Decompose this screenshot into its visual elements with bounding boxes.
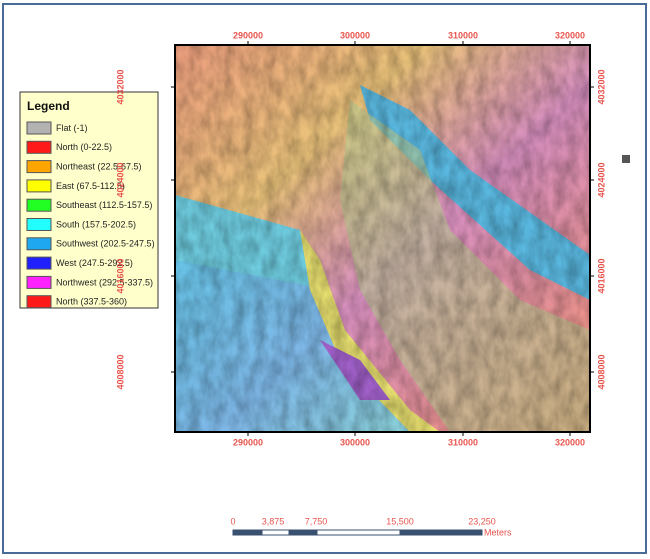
legend-label: Northwest (292.5-337.5) (56, 277, 153, 287)
x-label-top: 300000 (340, 30, 370, 40)
y-label-left: 4024000 (115, 162, 125, 197)
legend-label: Northeast (22.5-67.5) (56, 161, 142, 171)
x-label-top: 310000 (448, 30, 478, 40)
legend-swatch (26, 179, 52, 193)
legend-label: Southwest (202.5-247.5) (56, 239, 155, 249)
legend-title: Legend (27, 99, 70, 113)
x-label-top: 320000 (555, 30, 585, 40)
legend-label: West (247.5-292.5) (56, 258, 133, 268)
scale-segment (232, 529, 263, 536)
scale-segment (316, 529, 401, 536)
legend-label: Southeast (112.5-157.5) (56, 200, 152, 210)
scale-label: 15,500 (386, 516, 414, 526)
legend-swatch (26, 256, 52, 270)
scale-unit: Meters (484, 527, 512, 537)
x-label-bottom: 310000 (448, 437, 478, 447)
legend-label: North (0-22.5) (56, 142, 112, 152)
scale-label: 23,250 (468, 516, 496, 526)
aspect-raster (175, 45, 590, 432)
scale-segment (399, 529, 483, 536)
legend-label: South (157.5-202.5) (56, 219, 136, 229)
legend-swatch (26, 295, 52, 309)
scale-segment (261, 529, 290, 536)
y-label-left: 4016000 (115, 258, 125, 293)
x-label-top: 290000 (233, 30, 263, 40)
y-label-right: 4024000 (596, 162, 606, 197)
x-label-bottom: 290000 (233, 437, 263, 447)
scale-segment (288, 529, 318, 536)
y-label-left: 4032000 (115, 69, 125, 104)
y-label-right: 4032000 (596, 69, 606, 104)
legend-swatch (26, 218, 52, 231)
legend-label: East (67.5-112.5) (56, 181, 125, 191)
legend-label: North (337.5-360) (56, 297, 127, 307)
scale-label: 3,875 (262, 516, 285, 526)
map-frame (174, 44, 591, 433)
legend-swatch (26, 160, 52, 174)
legend-swatch (26, 140, 52, 154)
legend-swatch (26, 275, 52, 289)
legend-swatch (26, 237, 52, 251)
scale-label: 7,750 (305, 516, 328, 526)
scale-label: 0 (230, 516, 235, 526)
page-border (2, 3, 647, 554)
legend-swatch (26, 121, 52, 135)
x-label-bottom: 320000 (555, 437, 585, 447)
legend-swatch (26, 198, 52, 212)
legend-label: Flat (-1) (56, 123, 88, 133)
marker (622, 155, 630, 163)
y-label-left: 4008000 (115, 354, 125, 389)
x-label-bottom: 300000 (340, 437, 370, 447)
legend: Legend Flat (-1) North (0-22.5) Northeast … (19, 91, 159, 309)
y-label-right: 4008000 (596, 354, 606, 389)
y-label-right: 4016000 (596, 258, 606, 293)
